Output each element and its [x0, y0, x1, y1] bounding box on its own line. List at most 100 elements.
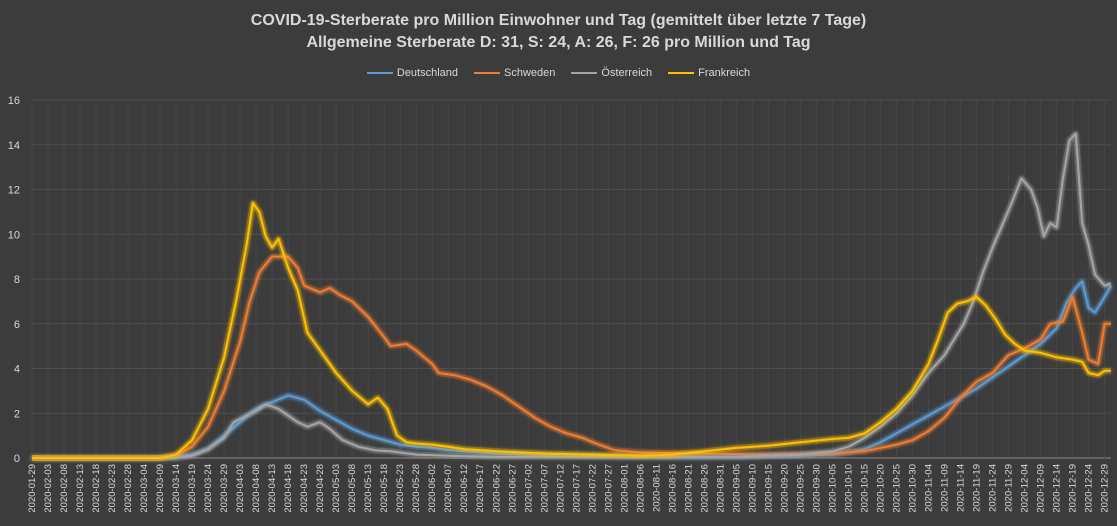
- axes: 0 2 4 6 8 10 12 14 16 2020-01-29 2020-02-03 2020-02…: [8, 95, 1111, 513]
- chart-title-block: COVID-19-Sterberate pro Million Einwohne…: [0, 10, 1117, 54]
- x-tick-label: 2020-07-02: [523, 464, 534, 513]
- x-tick-label: 2020-03-29: [219, 464, 230, 513]
- x-tick-label: 2020-12-19: [1068, 464, 1079, 513]
- x-tick-label: 2020-03-24: [203, 464, 214, 513]
- legend-label-frankreich: Frankreich: [698, 67, 751, 79]
- series-glow-frankreich: [32, 199, 1111, 461]
- y-tick-label: 4: [14, 364, 20, 376]
- y-tick-label: 2: [14, 408, 20, 420]
- x-tick-label: 2020-04-28: [315, 464, 326, 513]
- chart-title: COVID-19-Sterberate pro Million Einwohne…: [250, 12, 867, 29]
- x-tick-label: 2020-10-30: [907, 464, 918, 513]
- y-tick-label: 8: [14, 274, 20, 286]
- x-tick-label: 2020-06-27: [507, 464, 518, 513]
- y-tick-label: 10: [8, 229, 20, 241]
- series-line-schweden: [32, 255, 1111, 459]
- x-tick-label: 2020-02-28: [123, 464, 134, 513]
- x-tick-label: 2020-12-04: [1020, 464, 1031, 513]
- series-lines: [32, 130, 1114, 461]
- x-tick-label: 2020-09-25: [795, 464, 806, 513]
- x-tick-label: 2020-04-23: [299, 464, 310, 513]
- legend-swatch-oesterreich: [571, 72, 598, 74]
- x-tick-label: 2020-10-15: [859, 464, 870, 513]
- y-tick-label: 6: [14, 319, 20, 331]
- legend-item-frankreich: Frankreich: [668, 67, 750, 79]
- x-tick-label: 2020-03-09: [155, 464, 166, 513]
- x-tick-label: 2020-05-18: [379, 464, 390, 513]
- y-tick-label: 12: [8, 185, 20, 197]
- x-tick-label: 2020-08-01: [619, 464, 630, 513]
- x-tick-label: 2020-09-30: [811, 464, 822, 513]
- x-tick-label: 2020-09-05: [731, 464, 742, 513]
- x-tick-label: 2020-05-03: [331, 464, 342, 513]
- x-tick-label: 2020-07-22: [587, 464, 598, 513]
- legend-swatch-deutschland: [366, 72, 393, 74]
- x-tick-label: 2020-05-08: [347, 464, 358, 513]
- x-tick-label: 2020-11-09: [940, 464, 951, 512]
- x-tick-label: 2020-02-23: [107, 464, 118, 513]
- legend-label-schweden: Schweden: [504, 67, 556, 79]
- x-tick-label: 2020-04-18: [283, 464, 294, 513]
- x-tick-label: 2020-10-25: [891, 464, 902, 513]
- x-tick-label: 2020-10-05: [827, 464, 838, 513]
- series-glow-schweden: [32, 253, 1111, 461]
- x-tick-label: 2020-09-10: [747, 464, 758, 513]
- x-tick-label: 2020-11-19: [972, 464, 983, 512]
- series-line-österreich: [32, 132, 1112, 459]
- y-tick-label: 14: [8, 140, 20, 152]
- x-tick-label: 2020-05-13: [363, 464, 374, 513]
- x-tick-label: 2020-03-19: [187, 464, 198, 513]
- legend-item-schweden: Schweden: [474, 67, 555, 79]
- x-tick-label: 2020-02-18: [91, 464, 102, 513]
- y-tick-label: 0: [14, 453, 20, 465]
- x-tick-label: 2020-07-12: [555, 464, 566, 513]
- x-tick-label: 2020-04-03: [235, 464, 246, 513]
- legend-item-oesterreich: Österreich: [571, 67, 652, 79]
- x-tick-label: 2020-11-29: [1004, 464, 1015, 512]
- chart-subtitle: Allgemeine Sterberate D: 31, S: 24, A: 2…: [306, 34, 811, 51]
- legend: Deutschland Schweden Österreich Frankrei…: [0, 67, 1117, 79]
- x-tick-label: 2020-08-21: [683, 464, 694, 513]
- x-tick-label: 2020-08-06: [635, 464, 646, 513]
- legend-label-oesterreich: Österreich: [601, 67, 653, 79]
- x-tick-label: 2020-01-29: [27, 464, 38, 513]
- x-tick-label: 2020-03-04: [139, 464, 150, 513]
- x-tick-label: 2020-12-24: [1084, 464, 1095, 513]
- x-tick-label: 2020-02-03: [43, 464, 54, 513]
- x-tick-label: 2020-04-13: [267, 464, 278, 513]
- x-tick-label: 2020-02-13: [75, 464, 86, 513]
- gridlines: [31, 99, 1111, 459]
- x-tick-label: 2020-07-07: [539, 464, 550, 513]
- series-line-frankreich: [32, 201, 1111, 459]
- x-tick-label: 2020-10-20: [875, 464, 886, 513]
- x-tick-label: 2020-11-24: [988, 464, 999, 512]
- x-tick-label: 2020-05-28: [411, 464, 422, 513]
- x-tick-label: 2020-04-08: [251, 464, 262, 513]
- x-tick-label: 2020-06-17: [475, 464, 486, 513]
- x-tick-label: 2020-09-15: [763, 464, 774, 513]
- x-tick-label: 2020-07-17: [571, 464, 582, 513]
- legend-label-deutschland: Deutschland: [396, 67, 459, 79]
- x-tick-label: 2020-12-09: [1036, 464, 1047, 513]
- x-tick-label: 2020-08-31: [715, 464, 726, 513]
- legend-swatch-frankreich: [668, 72, 695, 74]
- x-tick-label: 2020-12-14: [1052, 464, 1063, 513]
- legend-swatch-schweden: [474, 72, 501, 74]
- x-tick-label: 2020-07-27: [603, 464, 614, 513]
- x-tick-label: 2020-06-02: [427, 464, 438, 513]
- x-tick-label: 2020-06-07: [443, 464, 454, 513]
- x-tick-label: 2020-03-14: [171, 464, 182, 513]
- x-tick-label: 2020-06-22: [491, 464, 502, 513]
- x-tick-label: 2020-08-26: [699, 464, 710, 513]
- x-tick-label: 2020-11-04: [923, 464, 934, 512]
- x-tick-label: 2020-08-16: [667, 464, 678, 513]
- x-tick-label: 2020-09-20: [779, 464, 790, 513]
- x-tick-label: 2020-12-29: [1100, 464, 1111, 513]
- x-tick-label: 2020-02-08: [59, 464, 70, 513]
- x-tick-label: 2020-10-10: [843, 464, 854, 513]
- x-tick-label: 2020-05-23: [395, 464, 406, 513]
- legend-item-deutschland: Deutschland: [366, 67, 459, 79]
- y-tick-label: 16: [8, 95, 20, 107]
